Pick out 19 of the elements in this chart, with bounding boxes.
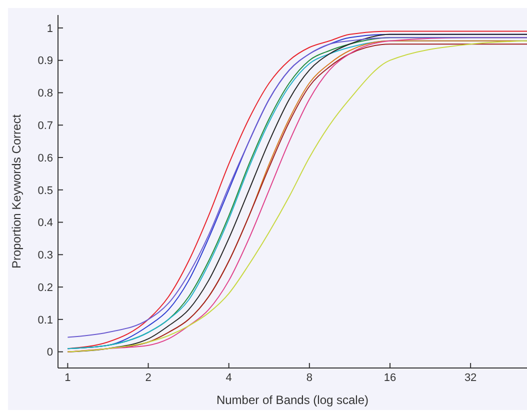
y-tick-label: 0.7: [38, 120, 53, 132]
y-tick-label: 1: [46, 22, 53, 35]
y-tick-label: 0.3: [38, 250, 53, 262]
y-tick-label: 0.2: [38, 282, 53, 294]
y-tick-label: 0.1: [38, 314, 53, 326]
x-tick-label: 8: [306, 372, 312, 384]
y-tick-label: 0.4: [38, 217, 53, 230]
x-axis-title: Number of Bands (log scale): [216, 393, 369, 407]
y-tick-label: 0: [46, 346, 53, 359]
y-axis-title: Proportion Keywords Correct: [9, 114, 24, 269]
x-tick-label: 16: [384, 372, 396, 384]
y-tick-label: 0.8: [38, 88, 53, 100]
y-tick-label: 0.5: [38, 184, 53, 197]
y-tick-label: 0.9: [38, 55, 53, 68]
x-tick-label: 4: [226, 372, 232, 384]
x-tick-label: 2: [145, 372, 152, 384]
x-tick-label: 32: [464, 372, 477, 384]
y-tick-label: 0.6: [38, 152, 53, 164]
x-tick-label: 1: [64, 372, 71, 384]
